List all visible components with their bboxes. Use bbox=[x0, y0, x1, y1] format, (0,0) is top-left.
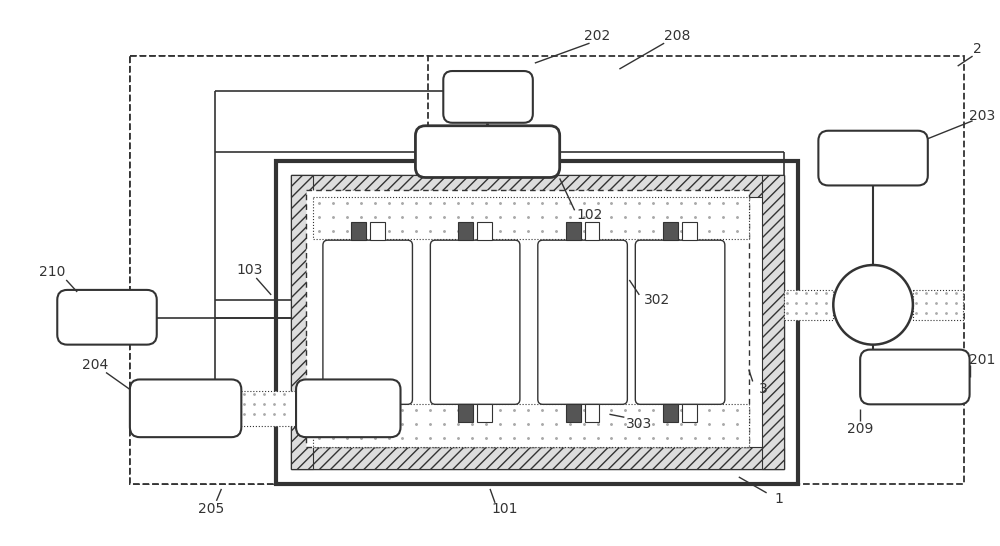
Bar bbox=[566, 405, 581, 422]
Text: 203: 203 bbox=[969, 109, 996, 123]
Bar bbox=[663, 405, 678, 422]
Text: 205: 205 bbox=[198, 502, 225, 516]
Bar bbox=[762, 175, 784, 469]
Text: 1: 1 bbox=[774, 492, 783, 506]
Bar bbox=[276, 161, 798, 484]
Bar bbox=[458, 405, 473, 422]
Bar bbox=[682, 222, 697, 240]
Text: 3: 3 bbox=[759, 382, 768, 396]
Bar bbox=[370, 405, 385, 422]
Text: 2: 2 bbox=[973, 42, 982, 56]
Bar bbox=[566, 222, 581, 240]
Bar bbox=[313, 198, 749, 239]
Bar bbox=[306, 191, 749, 447]
Text: 208: 208 bbox=[664, 29, 690, 43]
Bar bbox=[477, 222, 492, 240]
Bar bbox=[291, 175, 784, 198]
FancyBboxPatch shape bbox=[130, 379, 241, 437]
Text: 202: 202 bbox=[584, 29, 611, 43]
FancyBboxPatch shape bbox=[57, 290, 157, 345]
FancyBboxPatch shape bbox=[430, 240, 520, 405]
Text: 302: 302 bbox=[644, 293, 670, 307]
Text: 103: 103 bbox=[236, 263, 262, 277]
FancyBboxPatch shape bbox=[860, 349, 970, 405]
Text: 303: 303 bbox=[626, 417, 652, 431]
Bar bbox=[241, 391, 296, 426]
Bar bbox=[370, 222, 385, 240]
Text: 201: 201 bbox=[969, 353, 996, 366]
FancyBboxPatch shape bbox=[443, 71, 533, 123]
Bar bbox=[351, 405, 366, 422]
FancyBboxPatch shape bbox=[538, 240, 627, 405]
Bar bbox=[291, 447, 784, 469]
Bar bbox=[130, 56, 428, 484]
Bar bbox=[458, 222, 473, 240]
Bar bbox=[313, 405, 749, 447]
Text: 210: 210 bbox=[39, 265, 65, 279]
FancyBboxPatch shape bbox=[415, 126, 560, 177]
FancyBboxPatch shape bbox=[818, 130, 928, 186]
Bar bbox=[477, 405, 492, 422]
Bar bbox=[130, 56, 964, 484]
FancyBboxPatch shape bbox=[296, 379, 401, 437]
FancyBboxPatch shape bbox=[323, 240, 412, 405]
Bar bbox=[585, 222, 599, 240]
Bar bbox=[913, 290, 963, 320]
FancyBboxPatch shape bbox=[635, 240, 725, 405]
Bar bbox=[291, 175, 784, 469]
Bar bbox=[682, 405, 697, 422]
Text: 102: 102 bbox=[576, 208, 603, 222]
Text: 209: 209 bbox=[847, 422, 873, 436]
Bar bbox=[351, 222, 366, 240]
Bar bbox=[585, 405, 599, 422]
Bar bbox=[784, 290, 833, 320]
Circle shape bbox=[833, 265, 913, 345]
Text: 101: 101 bbox=[492, 502, 518, 516]
Bar bbox=[291, 175, 313, 469]
Text: 204: 204 bbox=[82, 358, 108, 371]
Bar bbox=[663, 222, 678, 240]
